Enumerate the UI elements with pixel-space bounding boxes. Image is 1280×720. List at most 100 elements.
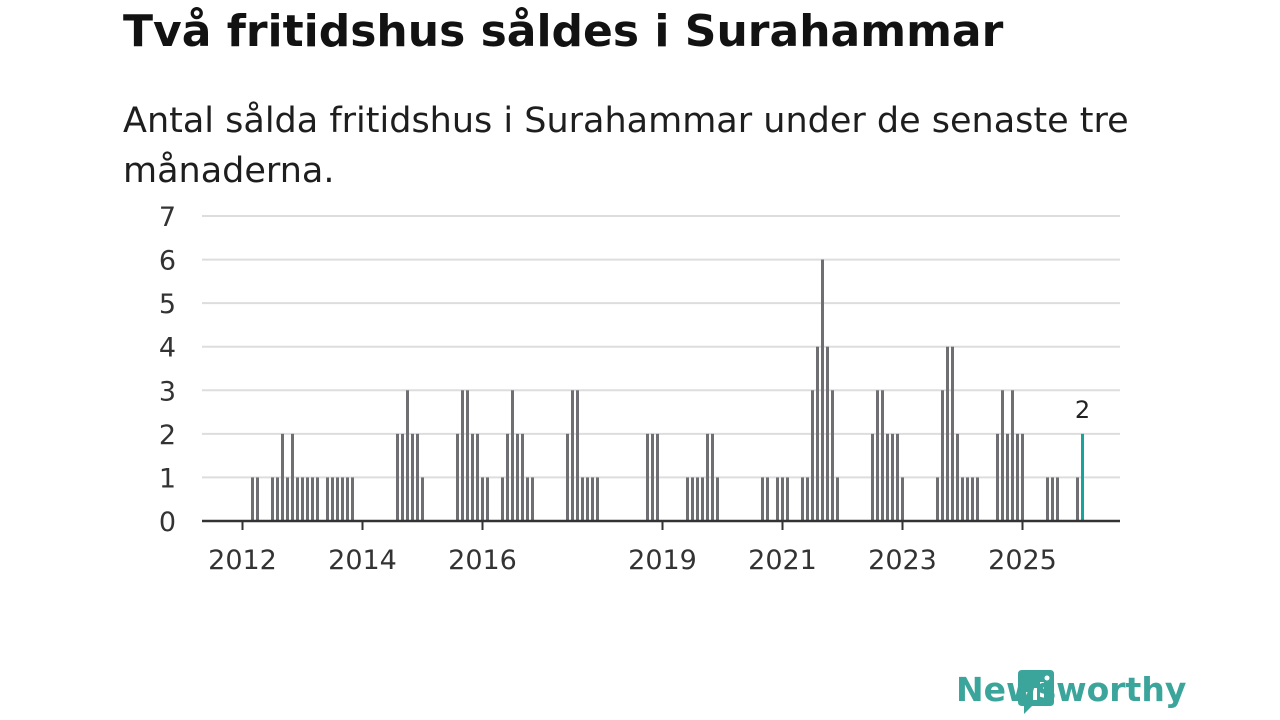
highlight-bar bbox=[1081, 433, 1084, 521]
bar bbox=[801, 477, 804, 521]
bar bbox=[1056, 477, 1059, 521]
bar bbox=[501, 477, 504, 521]
bar bbox=[776, 477, 779, 521]
bar bbox=[591, 477, 594, 521]
bar bbox=[521, 433, 524, 521]
bar bbox=[821, 259, 824, 521]
bar bbox=[276, 477, 279, 521]
bar bbox=[686, 477, 689, 521]
bar bbox=[811, 390, 814, 521]
bar bbox=[1021, 433, 1024, 521]
bar bbox=[701, 477, 704, 521]
x-tick-label: 2012 bbox=[208, 545, 277, 576]
bar bbox=[401, 433, 404, 521]
bar bbox=[581, 477, 584, 521]
x-tick-label: 2014 bbox=[328, 545, 397, 576]
y-tick-label: 5 bbox=[159, 289, 176, 320]
bar bbox=[886, 433, 889, 521]
bar bbox=[421, 477, 424, 521]
x-tick-label: 2025 bbox=[988, 545, 1057, 576]
bar bbox=[966, 477, 969, 521]
y-tick-label: 4 bbox=[159, 333, 176, 364]
bar bbox=[486, 477, 489, 521]
bar bbox=[806, 477, 809, 521]
bar bbox=[1051, 477, 1054, 521]
bar bbox=[891, 433, 894, 521]
grid-lines bbox=[202, 215, 1120, 479]
bar bbox=[936, 477, 939, 521]
bar bbox=[256, 477, 259, 521]
brand-name: Newsworthy bbox=[956, 670, 1187, 709]
bar bbox=[696, 477, 699, 521]
bar bbox=[761, 477, 764, 521]
bar bbox=[961, 477, 964, 521]
bar bbox=[826, 346, 829, 521]
bar bbox=[466, 390, 469, 521]
bar bbox=[691, 477, 694, 521]
bar bbox=[281, 433, 284, 521]
bar bbox=[476, 433, 479, 521]
bar bbox=[786, 477, 789, 521]
bar bbox=[1011, 390, 1014, 521]
bar bbox=[461, 390, 464, 521]
bar bbox=[291, 433, 294, 521]
bar bbox=[1016, 433, 1019, 521]
y-tick-label: 6 bbox=[159, 246, 176, 277]
bar bbox=[531, 477, 534, 521]
bar bbox=[896, 433, 899, 521]
bar bbox=[716, 477, 719, 521]
bar bbox=[396, 433, 399, 521]
x-tick-label: 2019 bbox=[628, 545, 697, 576]
bar bbox=[651, 433, 654, 521]
x-axis-labels: 2012 2014 2016 2019 2021 2023 2025 bbox=[208, 545, 1057, 576]
bar bbox=[471, 433, 474, 521]
bar bbox=[271, 477, 274, 521]
bar bbox=[576, 390, 579, 521]
bar bbox=[331, 477, 334, 521]
bar bbox=[416, 433, 419, 521]
bar bbox=[656, 433, 659, 521]
y-tick-label: 3 bbox=[159, 376, 176, 407]
chart-subtitle: Antal sålda fritidshus i Surahammar unde… bbox=[123, 101, 1129, 191]
x-tick-label: 2016 bbox=[448, 545, 517, 576]
bar bbox=[816, 346, 819, 521]
bar bbox=[1046, 477, 1049, 521]
bar bbox=[516, 433, 519, 521]
bar bbox=[326, 477, 329, 521]
bar bbox=[511, 390, 514, 521]
bar bbox=[481, 477, 484, 521]
bar bbox=[586, 477, 589, 521]
bar bbox=[301, 477, 304, 521]
bar bbox=[566, 433, 569, 521]
y-tick-label: 1 bbox=[159, 463, 176, 494]
data-label: 2 bbox=[1075, 396, 1090, 424]
bar bbox=[341, 477, 344, 521]
x-axis bbox=[202, 519, 1120, 530]
bar bbox=[506, 433, 509, 521]
bar bbox=[881, 390, 884, 521]
bar bbox=[781, 477, 784, 521]
bar bbox=[311, 477, 314, 521]
bar bbox=[956, 433, 959, 521]
bar bbox=[351, 477, 354, 521]
y-tick-label: 0 bbox=[159, 507, 176, 538]
bar bbox=[871, 433, 874, 521]
bar bbox=[941, 390, 944, 521]
bar bbox=[411, 433, 414, 521]
bar bbox=[346, 477, 349, 521]
bar bbox=[596, 477, 599, 521]
bar bbox=[571, 390, 574, 521]
newsworthy-logo-icon bbox=[1018, 670, 1054, 714]
bar bbox=[406, 390, 409, 521]
annotations: 2 bbox=[1075, 396, 1090, 424]
bar bbox=[901, 477, 904, 521]
bar bbox=[996, 433, 999, 521]
bar bbox=[336, 477, 339, 521]
bar bbox=[456, 433, 459, 521]
bar bbox=[526, 477, 529, 521]
bars bbox=[251, 259, 1084, 521]
bar bbox=[876, 390, 879, 521]
bar bbox=[306, 477, 309, 521]
bar bbox=[946, 346, 949, 521]
